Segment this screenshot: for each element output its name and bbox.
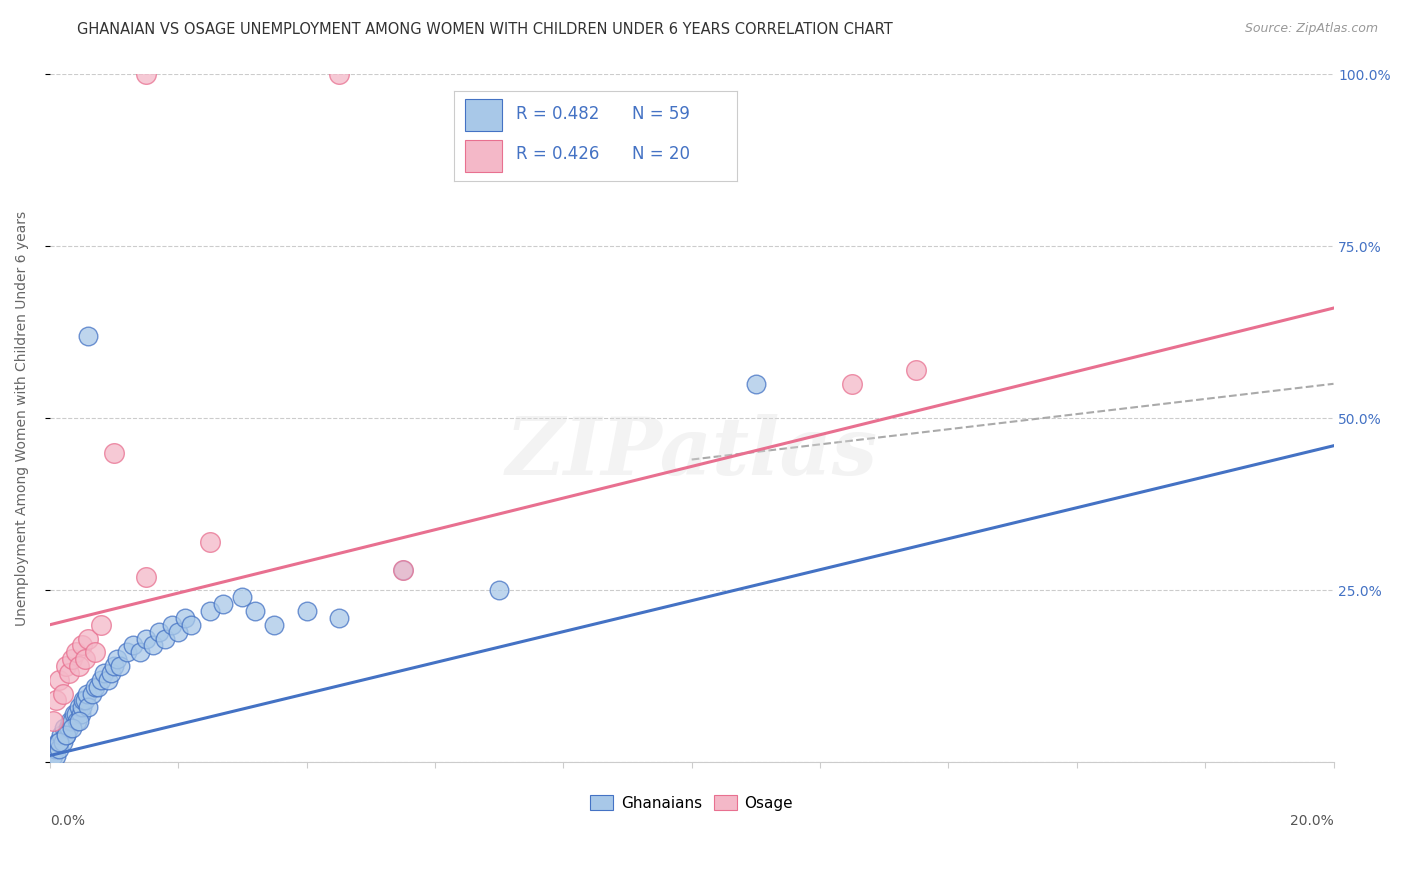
Point <box>83 680 105 694</box>
Point <box>72 693 94 707</box>
Point <box>115 645 138 659</box>
Point <box>52 687 75 701</box>
Point <box>245 604 267 618</box>
Text: Source: ZipAtlas.com: Source: ZipAtlas.com <box>1244 22 1378 36</box>
Point <box>135 632 157 646</box>
Point <box>65 645 87 659</box>
Point <box>110 659 132 673</box>
Point <box>122 639 145 653</box>
Point <box>76 687 98 701</box>
Point <box>328 611 350 625</box>
Point <box>48 741 70 756</box>
Point <box>328 67 350 81</box>
Point <box>52 721 75 735</box>
Point <box>105 652 128 666</box>
Point <box>45 748 67 763</box>
Point <box>135 569 157 583</box>
Point <box>100 665 122 680</box>
Y-axis label: Unemployment Among Women with Children Under 6 years: Unemployment Among Women with Children U… <box>15 211 30 626</box>
Point <box>70 700 93 714</box>
Point <box>180 617 202 632</box>
Point <box>55 728 77 742</box>
Point <box>745 376 768 391</box>
Point <box>67 700 90 714</box>
Point <box>60 652 83 666</box>
Point <box>77 632 100 646</box>
Point <box>841 376 863 391</box>
Point <box>59 714 82 728</box>
Point <box>69 707 91 722</box>
Point <box>83 645 105 659</box>
Point <box>392 563 415 577</box>
Point <box>173 611 195 625</box>
Point <box>42 714 65 728</box>
Point <box>148 624 170 639</box>
Point <box>212 597 235 611</box>
Point <box>48 735 70 749</box>
Point <box>56 721 79 735</box>
Point <box>55 728 77 742</box>
Point <box>55 659 77 673</box>
Point <box>80 687 103 701</box>
Point <box>200 535 222 549</box>
Point <box>67 714 90 728</box>
Point <box>67 659 90 673</box>
Point <box>75 693 97 707</box>
Point <box>63 707 86 722</box>
Point <box>97 673 120 687</box>
Point <box>77 328 100 343</box>
Point <box>58 721 80 735</box>
Text: ZIPatlas: ZIPatlas <box>506 414 877 491</box>
Point <box>75 652 97 666</box>
Point <box>103 659 125 673</box>
Point <box>48 673 70 687</box>
Point <box>58 665 80 680</box>
Point <box>167 624 190 639</box>
Point <box>295 604 318 618</box>
Point <box>155 632 177 646</box>
Point <box>46 735 69 749</box>
Text: 20.0%: 20.0% <box>1289 814 1333 828</box>
Point <box>128 645 150 659</box>
Point <box>45 693 67 707</box>
Point <box>70 639 93 653</box>
Point <box>66 714 89 728</box>
Point <box>160 617 183 632</box>
Point <box>200 604 222 618</box>
Point <box>60 721 83 735</box>
Point <box>231 591 253 605</box>
Point <box>90 617 112 632</box>
Text: 0.0%: 0.0% <box>49 814 84 828</box>
Point <box>905 363 928 377</box>
Point <box>90 673 112 687</box>
Point <box>87 680 110 694</box>
Point <box>42 748 65 763</box>
Point <box>60 714 83 728</box>
Point <box>44 741 66 756</box>
Point <box>52 735 75 749</box>
Point <box>488 583 510 598</box>
Point <box>141 639 163 653</box>
Point <box>77 700 100 714</box>
Point <box>65 707 87 722</box>
Point <box>93 665 115 680</box>
Point <box>392 563 415 577</box>
Point <box>263 617 285 632</box>
Point <box>51 728 73 742</box>
Text: GHANAIAN VS OSAGE UNEMPLOYMENT AMONG WOMEN WITH CHILDREN UNDER 6 YEARS CORRELATI: GHANAIAN VS OSAGE UNEMPLOYMENT AMONG WOM… <box>77 22 893 37</box>
Legend: Ghanaians, Osage: Ghanaians, Osage <box>583 789 800 817</box>
Point <box>103 445 125 459</box>
Point <box>135 67 157 81</box>
